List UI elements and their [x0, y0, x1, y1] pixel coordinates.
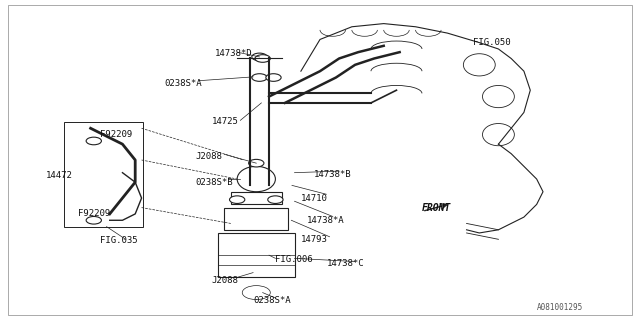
Circle shape	[89, 139, 99, 143]
Text: FIG.006: FIG.006	[275, 255, 313, 264]
Bar	[231, 192, 282, 204]
Text: 14738*D: 14738*D	[215, 49, 253, 58]
Text: 14472: 14472	[46, 172, 73, 180]
Ellipse shape	[237, 166, 275, 192]
Circle shape	[252, 74, 267, 81]
Circle shape	[89, 218, 99, 223]
Circle shape	[266, 74, 281, 81]
Text: 14738*A: 14738*A	[307, 216, 345, 225]
Bar	[225, 208, 288, 230]
Circle shape	[248, 159, 264, 167]
Text: 14793: 14793	[301, 235, 328, 244]
Text: F92209: F92209	[78, 209, 110, 219]
Circle shape	[86, 137, 101, 145]
Circle shape	[243, 286, 270, 300]
Text: J2088: J2088	[196, 152, 223, 161]
Circle shape	[232, 197, 243, 202]
Ellipse shape	[483, 124, 515, 146]
Circle shape	[230, 196, 245, 204]
Bar	[218, 233, 294, 277]
Text: 0238S*B: 0238S*B	[196, 178, 234, 187]
Circle shape	[251, 161, 261, 166]
Circle shape	[268, 196, 283, 204]
Bar	[64, 122, 143, 227]
Text: 0238S*A: 0238S*A	[253, 296, 291, 305]
Circle shape	[86, 216, 101, 224]
Circle shape	[255, 55, 270, 62]
Circle shape	[257, 56, 268, 61]
Text: 14710: 14710	[301, 194, 328, 203]
Ellipse shape	[463, 54, 495, 76]
Text: 14725: 14725	[212, 117, 239, 126]
Text: 14738*C: 14738*C	[326, 259, 364, 268]
Text: FRONT: FRONT	[422, 203, 451, 212]
Circle shape	[248, 288, 264, 297]
Ellipse shape	[483, 85, 515, 108]
Text: FIG.050: FIG.050	[473, 38, 511, 47]
Text: 0238S*A: 0238S*A	[164, 79, 202, 88]
Circle shape	[254, 54, 264, 60]
Text: A081001295: A081001295	[537, 303, 583, 312]
Text: J2088: J2088	[212, 276, 239, 285]
Circle shape	[270, 197, 280, 202]
Text: 14738*B: 14738*B	[314, 170, 351, 179]
Text: FIG.035: FIG.035	[100, 236, 138, 245]
Circle shape	[268, 75, 278, 80]
Circle shape	[252, 53, 267, 61]
Text: F92209: F92209	[100, 130, 132, 139]
